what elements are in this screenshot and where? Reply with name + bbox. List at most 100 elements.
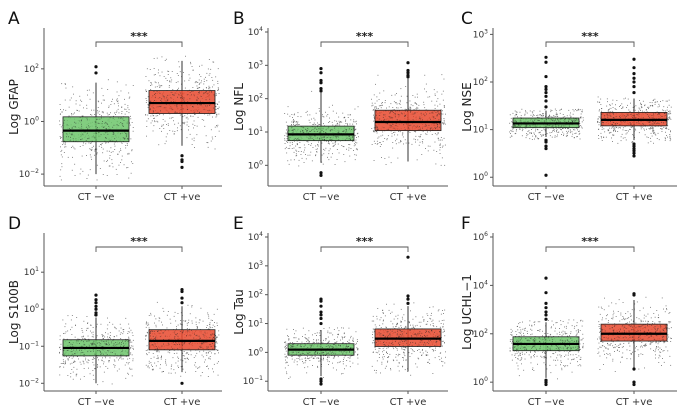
data-point [293,147,295,149]
data-point [190,63,192,65]
data-point [666,128,668,130]
data-point [64,140,65,142]
data-point [105,141,107,143]
data-point [216,308,218,310]
data-point [318,141,319,143]
data-point [65,363,66,364]
data-point [145,76,147,77]
data-point [171,117,172,119]
data-point [73,349,75,351]
data-point [81,155,83,157]
data-point [441,157,443,159]
data-point [209,327,211,329]
data-point [112,126,114,128]
data-point [437,111,439,113]
data-point [86,327,88,329]
data-point [148,327,150,329]
data-point [168,71,170,72]
data-point [443,107,445,108]
data-point [418,144,420,146]
data-point [150,332,151,334]
data-point [95,148,96,150]
data-point [117,125,119,127]
data-point [207,142,209,144]
data-point [597,122,599,123]
data-point [72,346,74,348]
data-point [622,106,624,108]
data-point [89,169,91,171]
data-point [195,355,197,357]
data-point [124,98,125,100]
data-point [105,357,106,359]
data-point [149,109,151,111]
data-point [112,133,114,135]
data-point [296,143,298,144]
data-point [75,126,76,128]
data-point [120,327,122,329]
data-point [94,149,96,151]
data-point [394,116,396,118]
data-point [209,73,211,75]
data-point [374,118,375,119]
data-point [607,116,609,118]
data-point [215,116,217,118]
data-point [212,116,213,118]
data-point [323,137,325,139]
data-point [302,361,303,362]
data-point [105,142,107,144]
data-point [81,119,82,121]
data-point [92,370,94,371]
data-point [150,85,151,86]
data-point [396,107,397,109]
data-point [565,128,566,129]
data-point [292,130,294,132]
data-point [309,136,311,138]
data-point [343,154,345,155]
data-point [122,137,124,139]
data-point [334,342,336,344]
data-point [163,349,165,350]
data-point [62,319,64,321]
data-point [425,124,427,126]
data-point [653,99,654,101]
data-point [349,144,351,146]
data-point [159,329,161,331]
data-point [146,126,148,127]
data-point [198,92,200,94]
data-point [563,135,564,136]
data-point [121,142,123,144]
data-point [184,321,186,322]
data-point [394,94,396,96]
data-point [161,355,162,357]
data-point [79,117,81,118]
data-point [437,98,439,100]
data-point [518,125,520,127]
data-point [215,111,217,113]
data-point [85,359,86,361]
data-point [318,123,320,125]
data-point [130,329,132,331]
data-point [604,115,606,117]
data-point [601,110,602,112]
data-point [601,113,603,115]
data-point [437,132,439,134]
data-point [427,145,429,147]
data-point [83,341,84,343]
data-point [350,119,352,121]
data-point [181,341,183,343]
data-point [102,148,104,150]
data-point [108,150,110,152]
data-point [622,137,624,139]
data-point [212,337,214,339]
data-point [432,129,434,131]
data-point [317,124,319,126]
data-point [102,127,104,128]
data-point [216,349,217,351]
data-point [192,91,194,92]
data-point [66,356,67,358]
data-point [206,327,207,328]
data-point [318,108,320,109]
data-point [112,323,114,325]
data-point [432,122,434,124]
data-point [194,82,196,84]
